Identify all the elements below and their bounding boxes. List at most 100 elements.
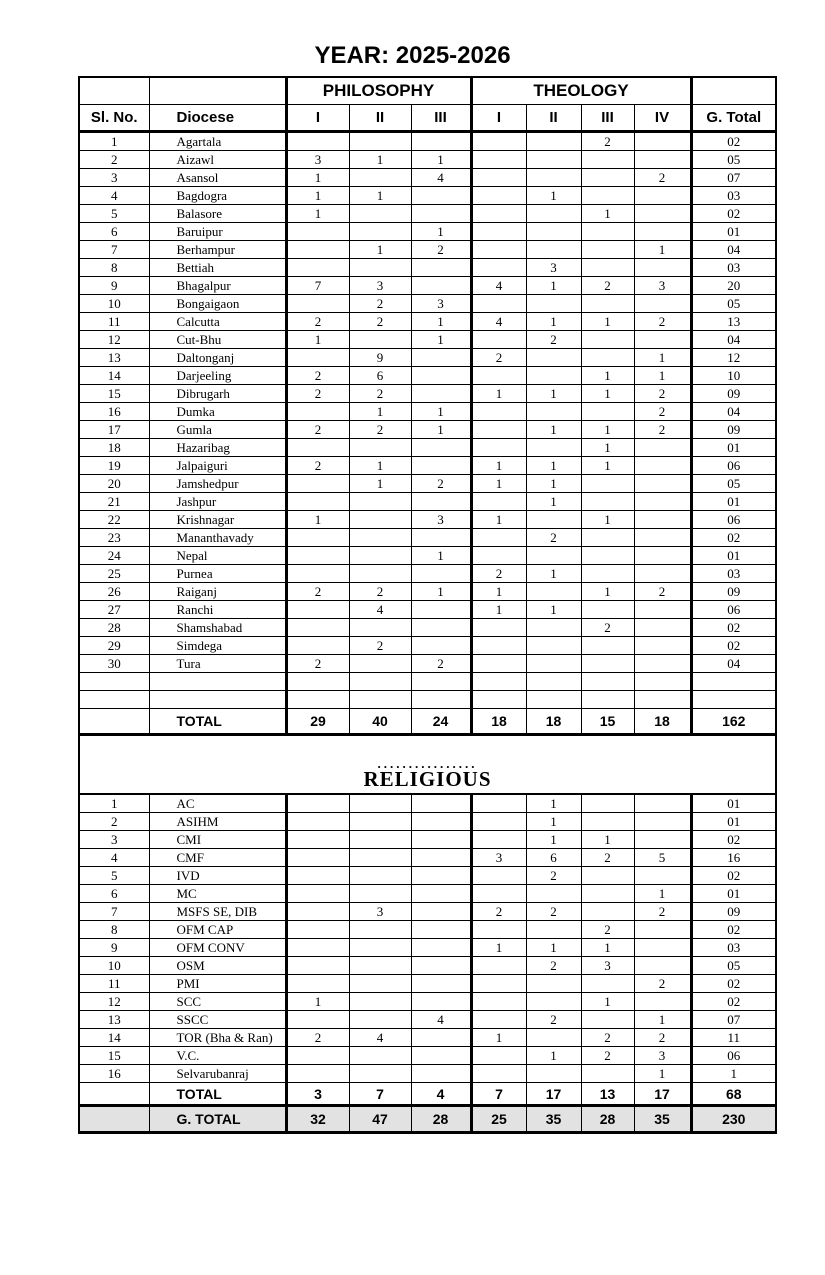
value-cell-t1 [469,258,527,277]
value-cell-t2 [525,1064,582,1083]
value-cell-t1 [469,222,527,241]
value-cell-p1: 29 [284,708,350,736]
value-cell-t4: 1 [633,366,692,385]
diocese-row: 8 Bettiah 3 03 [78,258,777,277]
name-cell: Selvarubanraj [148,1064,287,1083]
gtotal-cell: 04 [689,654,777,673]
value-cell-p3 [410,956,472,975]
value-cell-p1: 1 [284,204,350,223]
value-cell-p2 [348,920,412,939]
gtotal-cell: 1 [689,1064,777,1083]
value-cell-p1 [284,974,350,993]
value-cell-p3 [410,920,472,939]
value-cell-t2: 1 [525,564,582,583]
value-cell-p3: 4 [410,1082,472,1107]
gtotal-cell: 01 [689,812,777,831]
value-cell-p3: 1 [410,222,472,241]
value-cell-p3: 1 [410,150,472,169]
blank-cell [469,672,527,691]
value-cell-p3 [410,204,472,223]
slno-cell: 19 [78,456,150,475]
value-cell-t4 [633,186,692,205]
value-cell-t2: 6 [525,848,582,867]
value-cell-t1 [469,492,527,511]
slno-cell: 1 [78,131,150,151]
value-cell-p2 [348,956,412,975]
slno-cell: 4 [78,186,150,205]
blank-cell [78,672,150,691]
blank-cell [284,690,350,709]
blank-cell [348,690,412,709]
slno-cell [78,1082,150,1107]
diocese-row: 2 Aizawl 3 1 1 05 [78,150,777,169]
value-cell-t4 [633,618,692,637]
blank-cell [410,690,472,709]
value-cell-p1 [284,402,350,421]
value-cell-t4 [633,492,692,511]
slno-cell: 2 [78,812,150,831]
gtotal-cell: 03 [689,258,777,277]
value-cell-p3: 4 [410,168,472,187]
value-cell-t4 [633,150,692,169]
value-cell-t4 [633,438,692,457]
name-cell: Dibrugarh [148,384,287,403]
value-cell-t1: 1 [469,600,527,619]
value-cell-p3: 1 [410,402,472,421]
gtotal-cell: 01 [689,438,777,457]
slno-cell: 27 [78,600,150,619]
value-cell-t1: 2 [469,902,527,921]
value-cell-p2 [348,510,412,529]
gtotal-cell: 03 [689,564,777,583]
value-cell-t3: 2 [580,131,635,151]
value-cell-p2 [348,546,412,565]
value-cell-t1 [469,402,527,421]
religious-row: 9 OFM CONV 1 1 1 03 [78,938,777,957]
value-cell-t2: 1 [525,492,582,511]
religious-section-title: RELIGIOUS [363,767,492,791]
value-cell-t1: 2 [469,348,527,367]
name-cell: MSFS SE, DIB [148,902,287,921]
value-cell-t1 [469,884,527,903]
diocese-row: 6 Baruipur 1 01 [78,222,777,241]
name-cell: SSCC [148,1010,287,1029]
gtotal-cell: 01 [689,546,777,565]
value-cell-p2: 1 [348,474,412,493]
value-cell-t3: 2 [580,848,635,867]
value-cell-t1: 1 [469,582,527,601]
value-cell-p2: 1 [348,186,412,205]
blank-cell [148,672,287,691]
name-cell: Jashpur [148,492,287,511]
value-cell-t1 [469,240,527,259]
value-cell-p2 [348,1046,412,1065]
gtotal-cell: 06 [689,600,777,619]
name-cell: Gumla [148,420,287,439]
value-cell-t2: 2 [525,330,582,349]
value-cell-t2: 1 [525,1046,582,1065]
value-cell-t2 [525,582,582,601]
value-cell-p1: 32 [284,1105,350,1134]
gtotal-cell: 09 [689,582,777,601]
name-cell: Tura [148,654,287,673]
religious-row: 10 OSM 2 3 05 [78,956,777,975]
value-cell-t3: 15 [580,708,635,736]
value-cell-p3 [410,793,472,813]
value-cell-p1 [284,812,350,831]
name-cell: OFM CONV [148,938,287,957]
value-cell-t2 [525,920,582,939]
value-cell-t3: 2 [580,920,635,939]
slno-cell: 17 [78,420,150,439]
value-cell-t3: 13 [580,1082,635,1107]
diocese-row: 25 Purnea 2 1 03 [78,564,777,583]
diocese-row: 24 Nepal 1 01 [78,546,777,565]
value-cell-p2 [348,938,412,957]
value-cell-t4: 2 [633,902,692,921]
value-cell-t1 [469,830,527,849]
value-cell-p3 [410,348,472,367]
page-title: YEAR: 2025-2026 [314,42,511,69]
slno-column-header: Sl. No. [78,104,150,133]
value-cell-p1: 7 [284,276,350,295]
value-cell-t3 [580,1010,635,1029]
slno-cell: 12 [78,330,150,349]
value-cell-t4: 2 [633,384,692,403]
